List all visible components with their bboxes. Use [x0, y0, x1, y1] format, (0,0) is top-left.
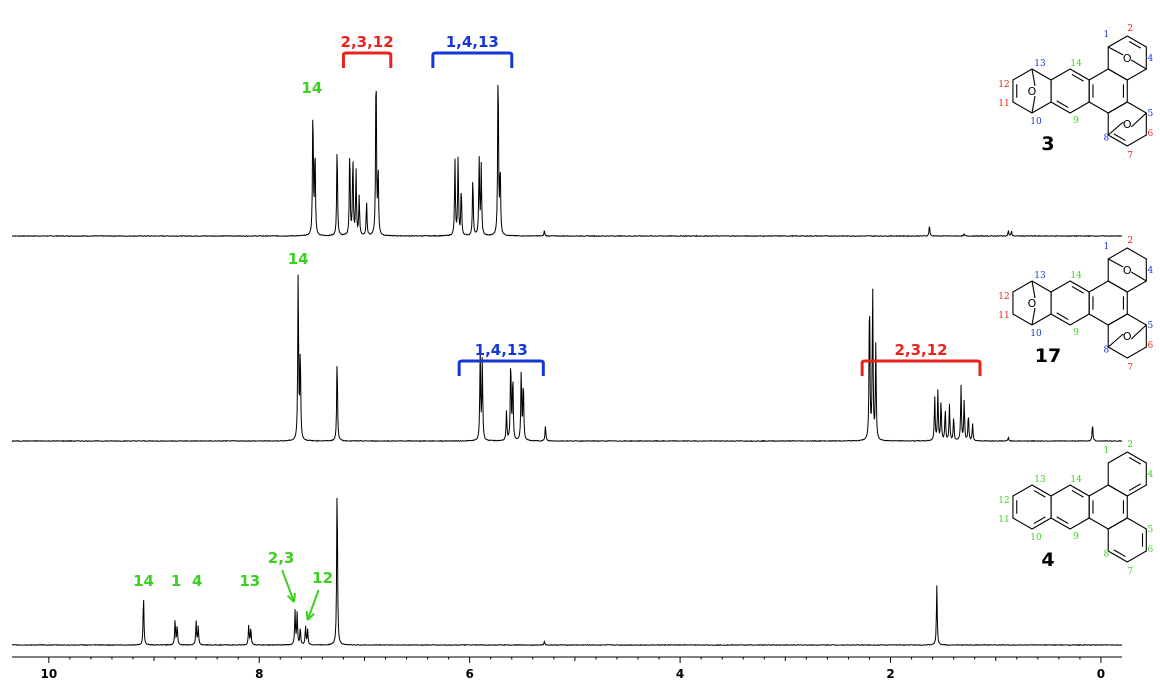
atom-label-14: 14	[1070, 59, 1082, 69]
atom-label-8: 8	[1103, 550, 1109, 560]
spectrum-trace-3	[11, 84, 1123, 238]
atom-label-11: 11	[998, 515, 1009, 525]
svg-text:O: O	[1123, 264, 1132, 277]
atom-label-9: 9	[1073, 116, 1079, 126]
atom-label-13: 13	[1034, 475, 1046, 485]
atom-label-9: 9	[1073, 532, 1079, 542]
spectra-traces	[11, 84, 1123, 647]
atom-label-2: 2	[1127, 24, 1133, 34]
peak-label-4-3: 13	[239, 572, 260, 590]
peak-label-3-0: 14	[301, 79, 322, 97]
atom-label-10: 10	[1030, 117, 1042, 127]
atom-label-4: 4	[1147, 54, 1153, 64]
atom-label-2: 2	[1127, 236, 1133, 246]
peak-label-17-0: 14	[288, 250, 309, 268]
atom-label-8: 8	[1103, 346, 1109, 356]
tick-label-6: 6	[465, 667, 473, 681]
spectrum-trace-4	[11, 498, 1123, 647]
compound-label: 17	[1035, 345, 1061, 367]
atom-label-12: 12	[998, 292, 1009, 302]
atom-label-9: 9	[1073, 328, 1079, 338]
bracket-3-1: 2,3,12	[341, 33, 394, 68]
atom-label-5: 5	[1147, 525, 1153, 535]
peak-annotations: 14 2,3,12 1,4,13 14 1,4,13 2,3,12 14 1 4 13 2,3 12	[133, 33, 982, 621]
tick-label-2: 2	[886, 667, 894, 681]
tick-label-4: 4	[676, 667, 684, 681]
atom-label-11: 11	[998, 99, 1009, 109]
bracket-label: 1,4,13	[475, 341, 528, 359]
tick-label-0: 0	[1097, 667, 1105, 681]
atom-label-11: 11	[998, 311, 1009, 321]
atom-label-1: 1	[1103, 242, 1109, 252]
arrow-label-4-4: 2,3	[268, 549, 296, 603]
atom-label-2: 2	[1127, 440, 1133, 450]
atom-label-7: 7	[1127, 567, 1133, 577]
svg-text:O: O	[1028, 297, 1037, 310]
atom-label-7: 7	[1127, 151, 1133, 161]
svg-text:O: O	[1028, 85, 1037, 98]
arrow-label-4-5: 12	[305, 569, 333, 621]
atom-label-4: 4	[1147, 266, 1153, 276]
atom-label-13: 13	[1034, 59, 1046, 69]
atom-label-10: 10	[1030, 329, 1042, 339]
atom-label-5: 5	[1147, 109, 1153, 119]
atom-label-6: 6	[1147, 545, 1153, 555]
atom-label-12: 12	[998, 496, 1009, 506]
compound-label: 3	[1041, 133, 1054, 155]
bracket-17-1: 1,4,13	[457, 341, 545, 376]
compound-label: 4	[1041, 549, 1054, 571]
atom-label-7: 7	[1127, 363, 1133, 373]
peak-label-4-0: 14	[133, 572, 154, 590]
atom-label-6: 6	[1147, 341, 1153, 351]
spectrum-trace-17	[11, 274, 1123, 443]
svg-text:12: 12	[312, 569, 333, 587]
atom-label-8: 8	[1103, 134, 1109, 144]
tick-label-10: 10	[40, 667, 57, 681]
svg-text:2,3: 2,3	[268, 549, 295, 567]
bracket-label: 2,3,12	[341, 33, 394, 51]
atom-label-13: 13	[1034, 271, 1046, 281]
ppm-axis: 10 8 6 4 2 0	[12, 656, 1122, 681]
atom-label-5: 5	[1147, 321, 1153, 331]
svg-text:O: O	[1123, 330, 1132, 343]
atom-label-14: 14	[1070, 475, 1082, 485]
peak-label-4-2: 4	[192, 572, 202, 590]
atom-label-6: 6	[1147, 129, 1153, 139]
peak-label-4-1: 1	[171, 572, 181, 590]
atom-label-12: 12	[998, 80, 1009, 90]
bracket-17-2: 2,3,12	[860, 341, 982, 376]
svg-text:O: O	[1123, 52, 1132, 65]
atom-label-1: 1	[1103, 30, 1109, 40]
atom-label-14: 14	[1070, 271, 1082, 281]
atom-label-10: 10	[1030, 533, 1042, 543]
atom-label-1: 1	[1103, 446, 1109, 456]
bracket-3-2: 1,4,13	[431, 33, 514, 68]
tick-label-8: 8	[255, 667, 263, 681]
svg-text:O: O	[1123, 118, 1132, 131]
bracket-label: 2,3,12	[894, 341, 947, 359]
atom-label-4: 4	[1147, 470, 1153, 480]
bracket-label: 1,4,13	[446, 33, 499, 51]
